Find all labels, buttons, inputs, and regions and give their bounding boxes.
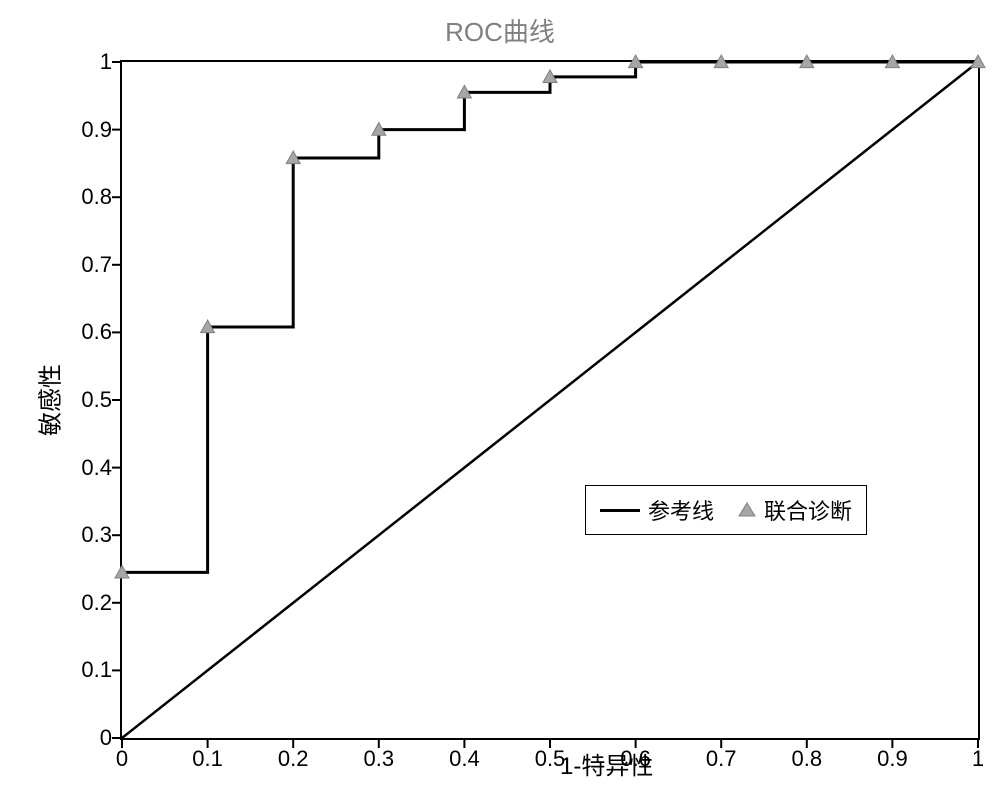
legend-triangle-icon xyxy=(738,502,756,518)
legend-label-reference: 参考线 xyxy=(648,494,714,526)
x-tick-label: 0.2 xyxy=(278,746,309,772)
y-tick-label: 0.7 xyxy=(81,252,112,278)
y-tick-label: 0 xyxy=(100,725,112,751)
legend-item-roc: 联合诊断 xyxy=(738,494,852,526)
y-tick-label: 0.3 xyxy=(81,522,112,548)
x-tick-label: 0.7 xyxy=(706,746,737,772)
x-tick-label: 0.6 xyxy=(620,746,651,772)
legend: 参考线 联合诊断 xyxy=(585,485,867,535)
y-tick-label: 0.2 xyxy=(81,590,112,616)
y-tick-label: 0.9 xyxy=(81,117,112,143)
legend-line-icon xyxy=(600,509,640,512)
chart-container: ROC曲线 敏感性 1-特异性 参考线 联合诊断 00.10.20.30.40.… xyxy=(0,0,1000,810)
y-tick-label: 0.5 xyxy=(81,387,112,413)
x-tick-label: 1 xyxy=(972,746,984,772)
x-tick-label: 0 xyxy=(116,746,128,772)
y-tick-label: 0.1 xyxy=(81,657,112,683)
legend-item-reference: 参考线 xyxy=(600,494,714,526)
y-tick-label: 0.8 xyxy=(81,184,112,210)
x-tick-label: 0.4 xyxy=(449,746,480,772)
x-tick-label: 0.8 xyxy=(792,746,823,772)
y-tick-label: 1 xyxy=(100,49,112,75)
legend-label-roc: 联合诊断 xyxy=(764,494,852,526)
y-tick-label: 0.4 xyxy=(81,455,112,481)
ticks-svg xyxy=(0,0,1000,810)
x-tick-label: 0.9 xyxy=(877,746,908,772)
y-tick-label: 0.6 xyxy=(81,319,112,345)
x-tick-label: 0.5 xyxy=(535,746,566,772)
x-tick-label: 0.3 xyxy=(364,746,395,772)
x-tick-label: 0.1 xyxy=(192,746,223,772)
